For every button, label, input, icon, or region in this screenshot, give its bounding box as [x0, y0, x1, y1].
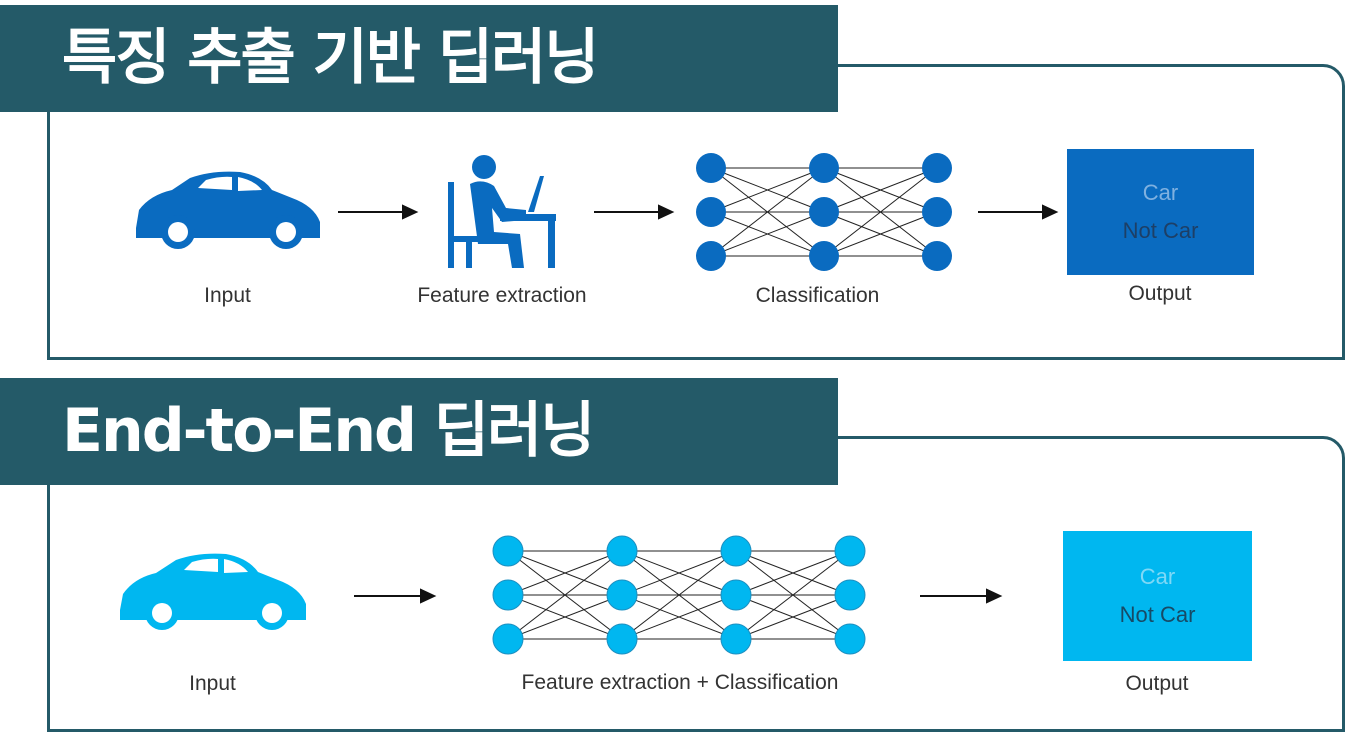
person-at-desk-icon: [448, 155, 556, 268]
feature-based-section: 특징 추출 기반 딥러닝: [0, 5, 1345, 360]
output-label: Output: [1128, 282, 1192, 305]
output-box: Car Not Car: [1067, 149, 1254, 275]
output-label: Output: [1125, 672, 1189, 695]
feature-based-diagram: [136, 153, 1059, 271]
neural-network-icon: [492, 535, 866, 655]
input-label: Input: [204, 284, 251, 307]
right-arrow-icon: [920, 588, 1003, 604]
input-label: Input: [189, 672, 236, 695]
output-notcar-text: Not Car: [1119, 602, 1196, 627]
output-notcar-text: Not Car: [1122, 218, 1199, 243]
end-to-end-title: End-to-End 딥러닝: [0, 378, 838, 485]
right-arrow-icon: [978, 204, 1059, 220]
feature-extraction-label: Feature extraction: [417, 284, 587, 307]
right-arrow-icon: [354, 588, 437, 604]
car-icon: [136, 171, 320, 249]
output-car-text: Car: [1142, 180, 1179, 205]
end-to-end-diagram: [120, 535, 1003, 655]
output-box: Car Not Car: [1063, 531, 1252, 661]
feature-based-title: 특징 추출 기반 딥러닝: [0, 5, 838, 112]
neural-network-icon: [696, 153, 952, 271]
output-car-text: Car: [1139, 564, 1176, 589]
classification-label: Classification: [755, 284, 880, 307]
feature-extraction-classification-label: Feature extraction + Classification: [521, 671, 839, 694]
right-arrow-icon: [338, 204, 419, 220]
end-to-end-section: End-to-End 딥러닝: [0, 372, 1349, 734]
right-arrow-icon: [594, 204, 675, 220]
car-icon: [120, 553, 306, 630]
